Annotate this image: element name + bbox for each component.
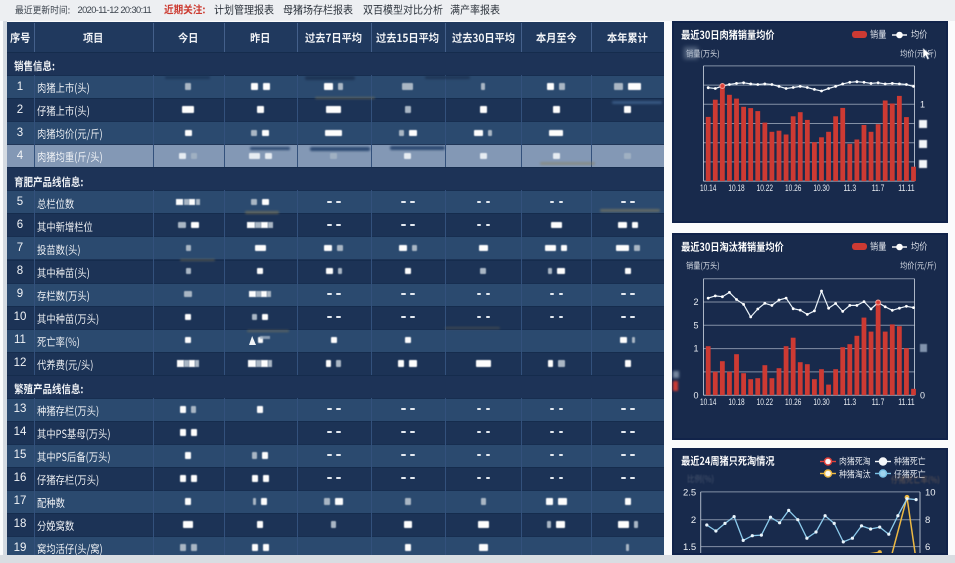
svg-text:5: 5 — [693, 320, 698, 330]
svg-text:1: 1 — [693, 343, 698, 353]
svg-text:10.14: 10.14 — [700, 182, 716, 192]
svg-text:11.7: 11.7 — [871, 182, 884, 192]
svg-text:11.3: 11.3 — [843, 182, 856, 192]
svg-text:6: 6 — [925, 542, 930, 553]
svg-text:2: 2 — [693, 297, 698, 307]
svg-text:2: 2 — [690, 515, 695, 526]
svg-text:10.30: 10.30 — [813, 182, 829, 192]
svg-text:10.22: 10.22 — [756, 397, 772, 407]
svg-text:1.5: 1.5 — [682, 542, 695, 553]
svg-text:10.26: 10.26 — [785, 397, 801, 407]
svg-text:11.3: 11.3 — [843, 397, 856, 407]
svg-text:10.18: 10.18 — [728, 182, 744, 192]
svg-text:10.14: 10.14 — [700, 397, 716, 407]
svg-text:11.7: 11.7 — [871, 397, 884, 407]
svg-text:0: 0 — [920, 390, 925, 400]
svg-text:10: 10 — [925, 487, 936, 498]
svg-text:10.22: 10.22 — [756, 182, 772, 192]
svg-text:8: 8 — [925, 515, 930, 526]
svg-text:2.5: 2.5 — [682, 487, 695, 498]
svg-text:11.11: 11.11 — [898, 397, 914, 407]
svg-text:0: 0 — [693, 390, 698, 400]
svg-text:1: 1 — [920, 99, 925, 109]
svg-text:10.30: 10.30 — [813, 397, 829, 407]
svg-text:11.11: 11.11 — [898, 182, 914, 192]
svg-text:10.26: 10.26 — [785, 182, 801, 192]
svg-text:10.18: 10.18 — [728, 397, 744, 407]
